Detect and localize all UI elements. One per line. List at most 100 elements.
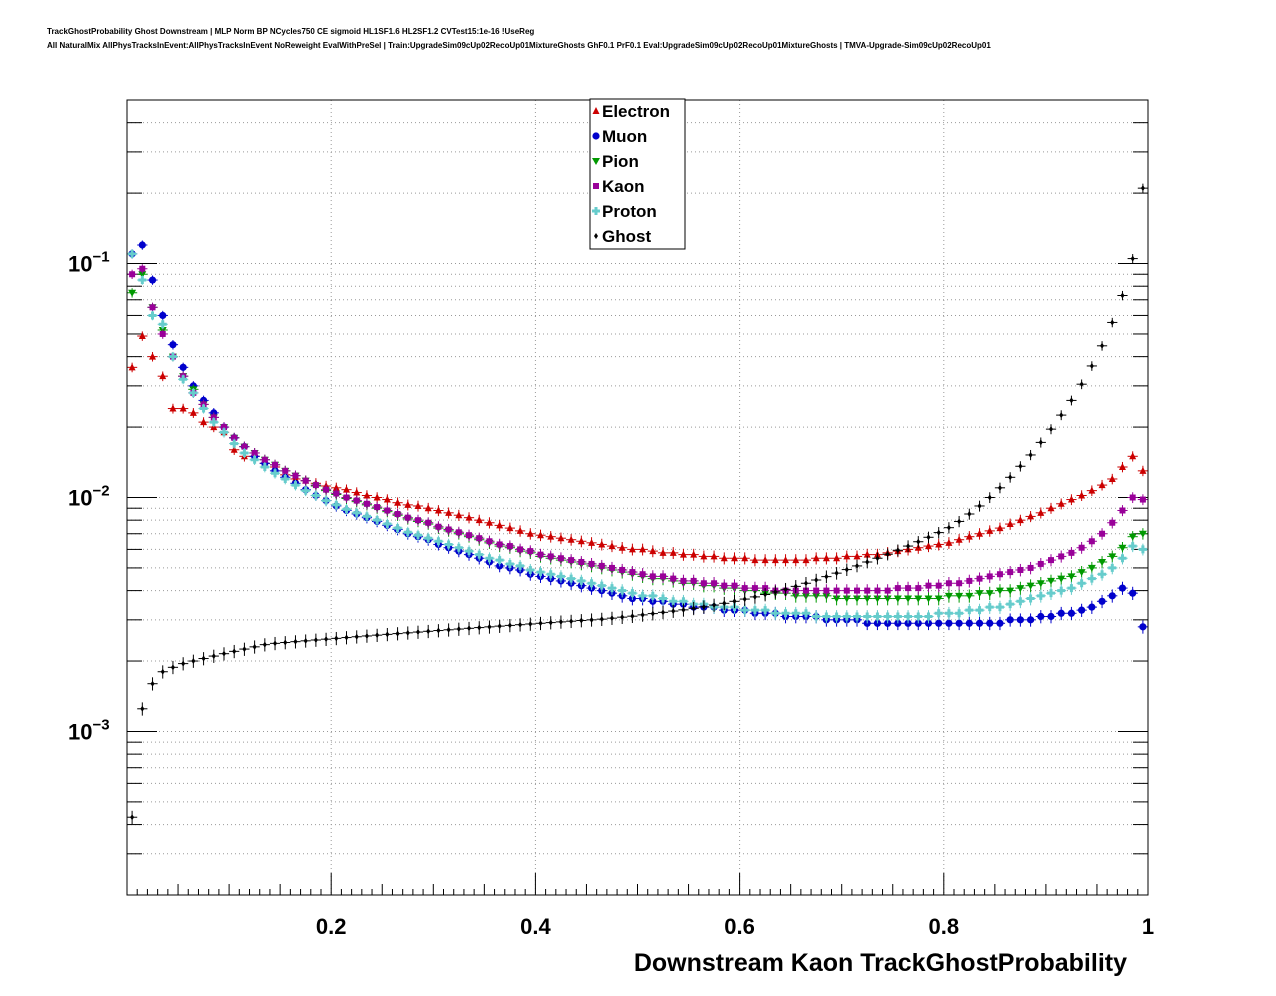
ghost-point	[589, 616, 594, 623]
kaon-point	[261, 456, 268, 463]
ghost-point	[895, 547, 900, 554]
kaon-point	[220, 424, 227, 431]
electron-point	[200, 418, 208, 426]
series-kaon	[127, 264, 1148, 598]
legend-marker-ghost	[594, 233, 598, 239]
kaon-point	[455, 529, 462, 536]
kaon-point	[1129, 494, 1136, 501]
ghost-point	[283, 639, 288, 646]
ghost-point	[375, 632, 380, 639]
kaon-point	[986, 573, 993, 580]
electron-point	[189, 408, 197, 416]
proton-point	[189, 388, 198, 397]
electron-point	[935, 540, 943, 548]
muon-point	[159, 311, 167, 320]
proton-point	[403, 528, 412, 537]
kaon-point	[925, 582, 932, 589]
proton-point	[352, 508, 361, 517]
muon-point	[955, 619, 963, 627]
series-ghost	[127, 183, 1148, 825]
proton-point	[383, 520, 392, 529]
kaon-point	[241, 443, 248, 450]
ghost-point	[1079, 381, 1084, 388]
kaon-point	[302, 477, 309, 484]
proton-point	[750, 606, 759, 615]
electron-point	[761, 556, 769, 564]
electron-point	[628, 545, 636, 553]
ghost-point	[997, 484, 1002, 491]
ghost-point	[221, 650, 226, 657]
kaon-point	[629, 569, 636, 576]
kaon-point	[496, 541, 503, 548]
electron-point	[1016, 516, 1024, 524]
proton-point	[1057, 586, 1066, 595]
proton-point	[955, 609, 964, 618]
proton-point	[832, 612, 841, 621]
proton-point	[812, 612, 821, 621]
ghost-point	[150, 680, 155, 687]
kaon-point	[680, 577, 687, 584]
muon-point	[1078, 606, 1086, 614]
legend-label-pion: Pion	[602, 152, 639, 171]
pion-point	[1057, 575, 1066, 583]
kaon-point	[802, 587, 809, 594]
pion-point	[904, 595, 913, 603]
electron-point	[445, 508, 453, 516]
proton-point	[1047, 589, 1056, 598]
muon-point	[148, 276, 157, 284]
proton-point	[1108, 563, 1117, 572]
proton-point	[801, 609, 810, 618]
electron-point	[547, 532, 555, 540]
ghost-point	[293, 638, 298, 645]
x-tick-label: 0.6	[724, 914, 755, 939]
electron-point	[557, 534, 565, 542]
ghost-point	[334, 635, 339, 642]
kaon-point	[608, 564, 615, 571]
ghost-point	[446, 626, 451, 633]
kaon-point	[353, 497, 360, 504]
chart-header-line-2: All NaturalMix AllPhysTracksInEvent:AllP…	[47, 41, 991, 50]
ghost-point	[783, 586, 788, 593]
ghost-point	[1089, 362, 1094, 369]
kaon-point	[445, 526, 452, 533]
proton-point	[546, 570, 555, 579]
electron-point	[1139, 466, 1147, 474]
proton-point	[944, 609, 953, 618]
electron-point	[649, 547, 657, 555]
kaon-point	[813, 587, 820, 594]
electron-point	[700, 552, 708, 560]
electron-point	[618, 543, 626, 551]
ghost-point	[661, 609, 666, 616]
pion-point	[965, 592, 974, 600]
kaon-point	[874, 587, 881, 594]
muon-point	[179, 363, 187, 371]
ghost-point	[1049, 426, 1054, 433]
proton-point	[128, 249, 137, 258]
ghost-point	[824, 573, 829, 580]
electron-point	[792, 556, 800, 564]
electron-point	[414, 501, 422, 509]
kaon-point	[404, 514, 411, 521]
electron-point	[455, 511, 463, 519]
pion-point	[138, 271, 147, 279]
kaon-point	[751, 585, 758, 592]
proton-point	[373, 516, 382, 525]
electron-point	[1129, 452, 1137, 460]
electron-point	[730, 554, 738, 562]
pion-point	[985, 590, 994, 598]
kaon-point	[670, 575, 677, 582]
proton-point	[904, 612, 913, 621]
kaon-point	[333, 490, 340, 497]
ghost-point	[671, 608, 676, 615]
ghost-point	[773, 588, 778, 595]
muon-point	[975, 619, 984, 627]
kaon-point	[537, 551, 544, 558]
kaon-point	[323, 486, 330, 493]
ghost-point	[385, 631, 390, 638]
kaon-point	[956, 580, 963, 587]
electron-point	[669, 548, 677, 556]
legend-label-muon: Muon	[602, 127, 647, 146]
proton-point	[393, 524, 402, 533]
electron-point	[434, 506, 442, 514]
kaon-point	[1139, 496, 1146, 503]
